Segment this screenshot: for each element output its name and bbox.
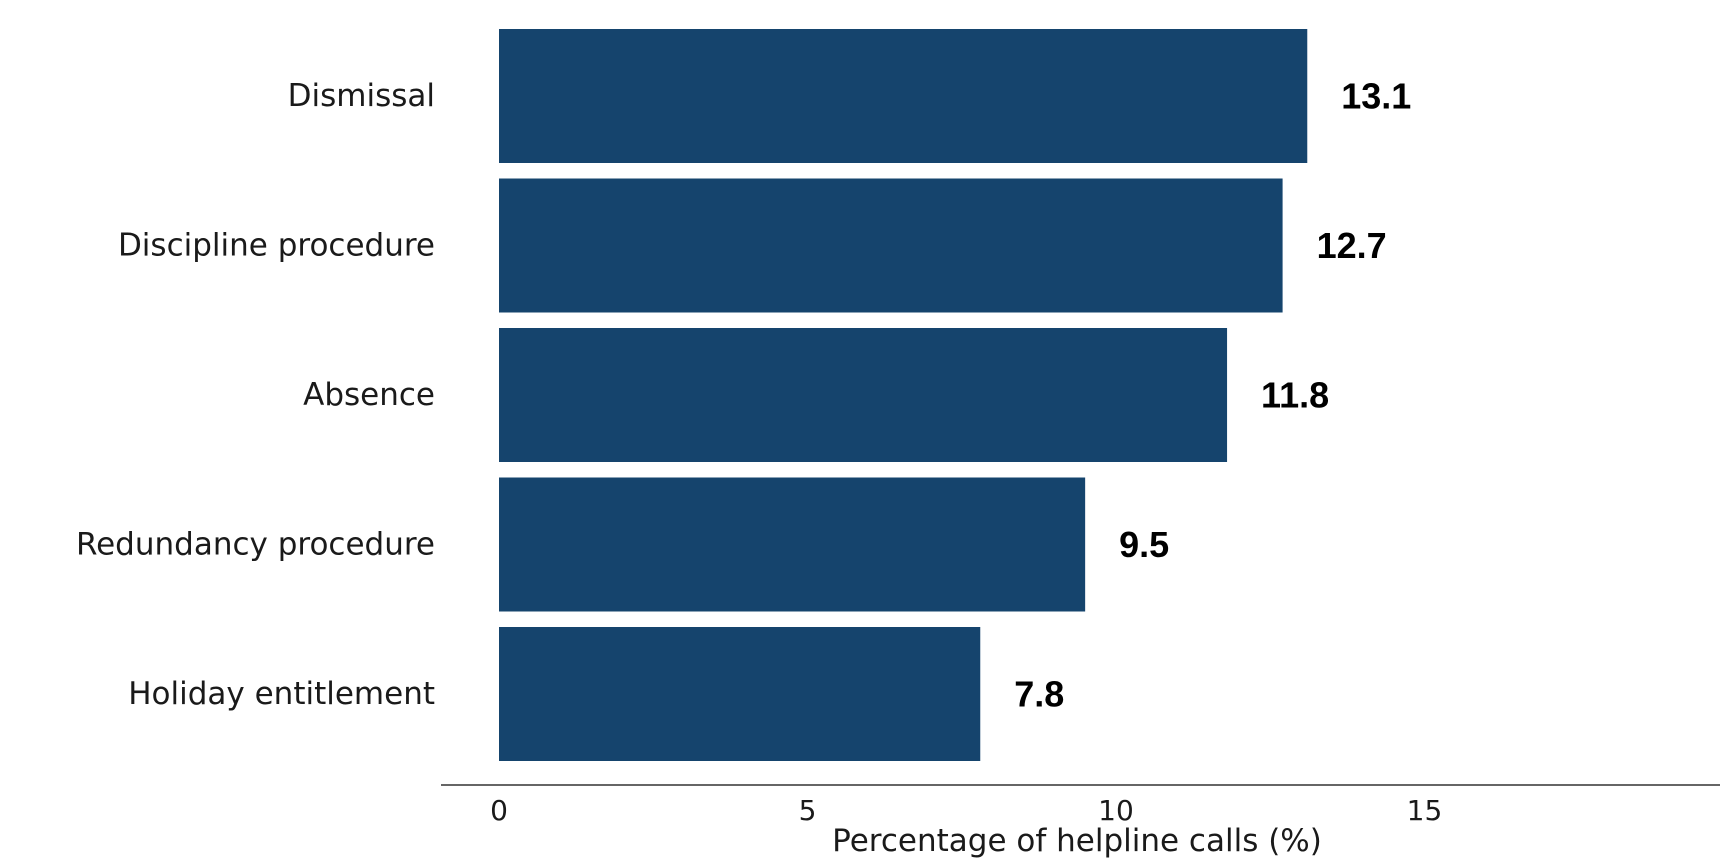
bar-redundancy-procedure [499,477,1086,612]
bar-holiday-entitlement [499,627,981,761]
x-tick-label: 5 [799,794,817,827]
category-label: Redundancy procedure [76,527,435,563]
x-axis-ticks: 0 5 10 15 [490,794,1442,827]
value-label: 9.5 [1119,524,1169,565]
x-tick-label: 10 [1098,794,1134,827]
x-tick-label: 15 [1407,794,1443,827]
value-label: 13.1 [1341,76,1411,117]
value-labels-layer: 13.1 12.7 11.8 9.5 7.8 [1014,76,1411,715]
x-axis-title: Percentage of helpline calls (%) [832,823,1322,859]
bar-dismissal [499,29,1308,163]
bar-absence [499,328,1228,462]
bars-layer [499,29,1308,761]
bar-discipline-procedure [499,178,1283,313]
category-label: Absence [303,377,435,413]
category-label: Discipline procedure [118,228,435,264]
x-tick-label: 0 [490,794,508,827]
value-label: 12.7 [1317,225,1387,266]
category-label: Dismissal [288,78,435,114]
value-label: 7.8 [1014,674,1064,715]
category-labels-layer: Dismissal Discipline procedure Absence Redu… [76,78,435,712]
category-label: Holiday entitlement [128,676,435,712]
value-label: 11.8 [1261,375,1329,416]
